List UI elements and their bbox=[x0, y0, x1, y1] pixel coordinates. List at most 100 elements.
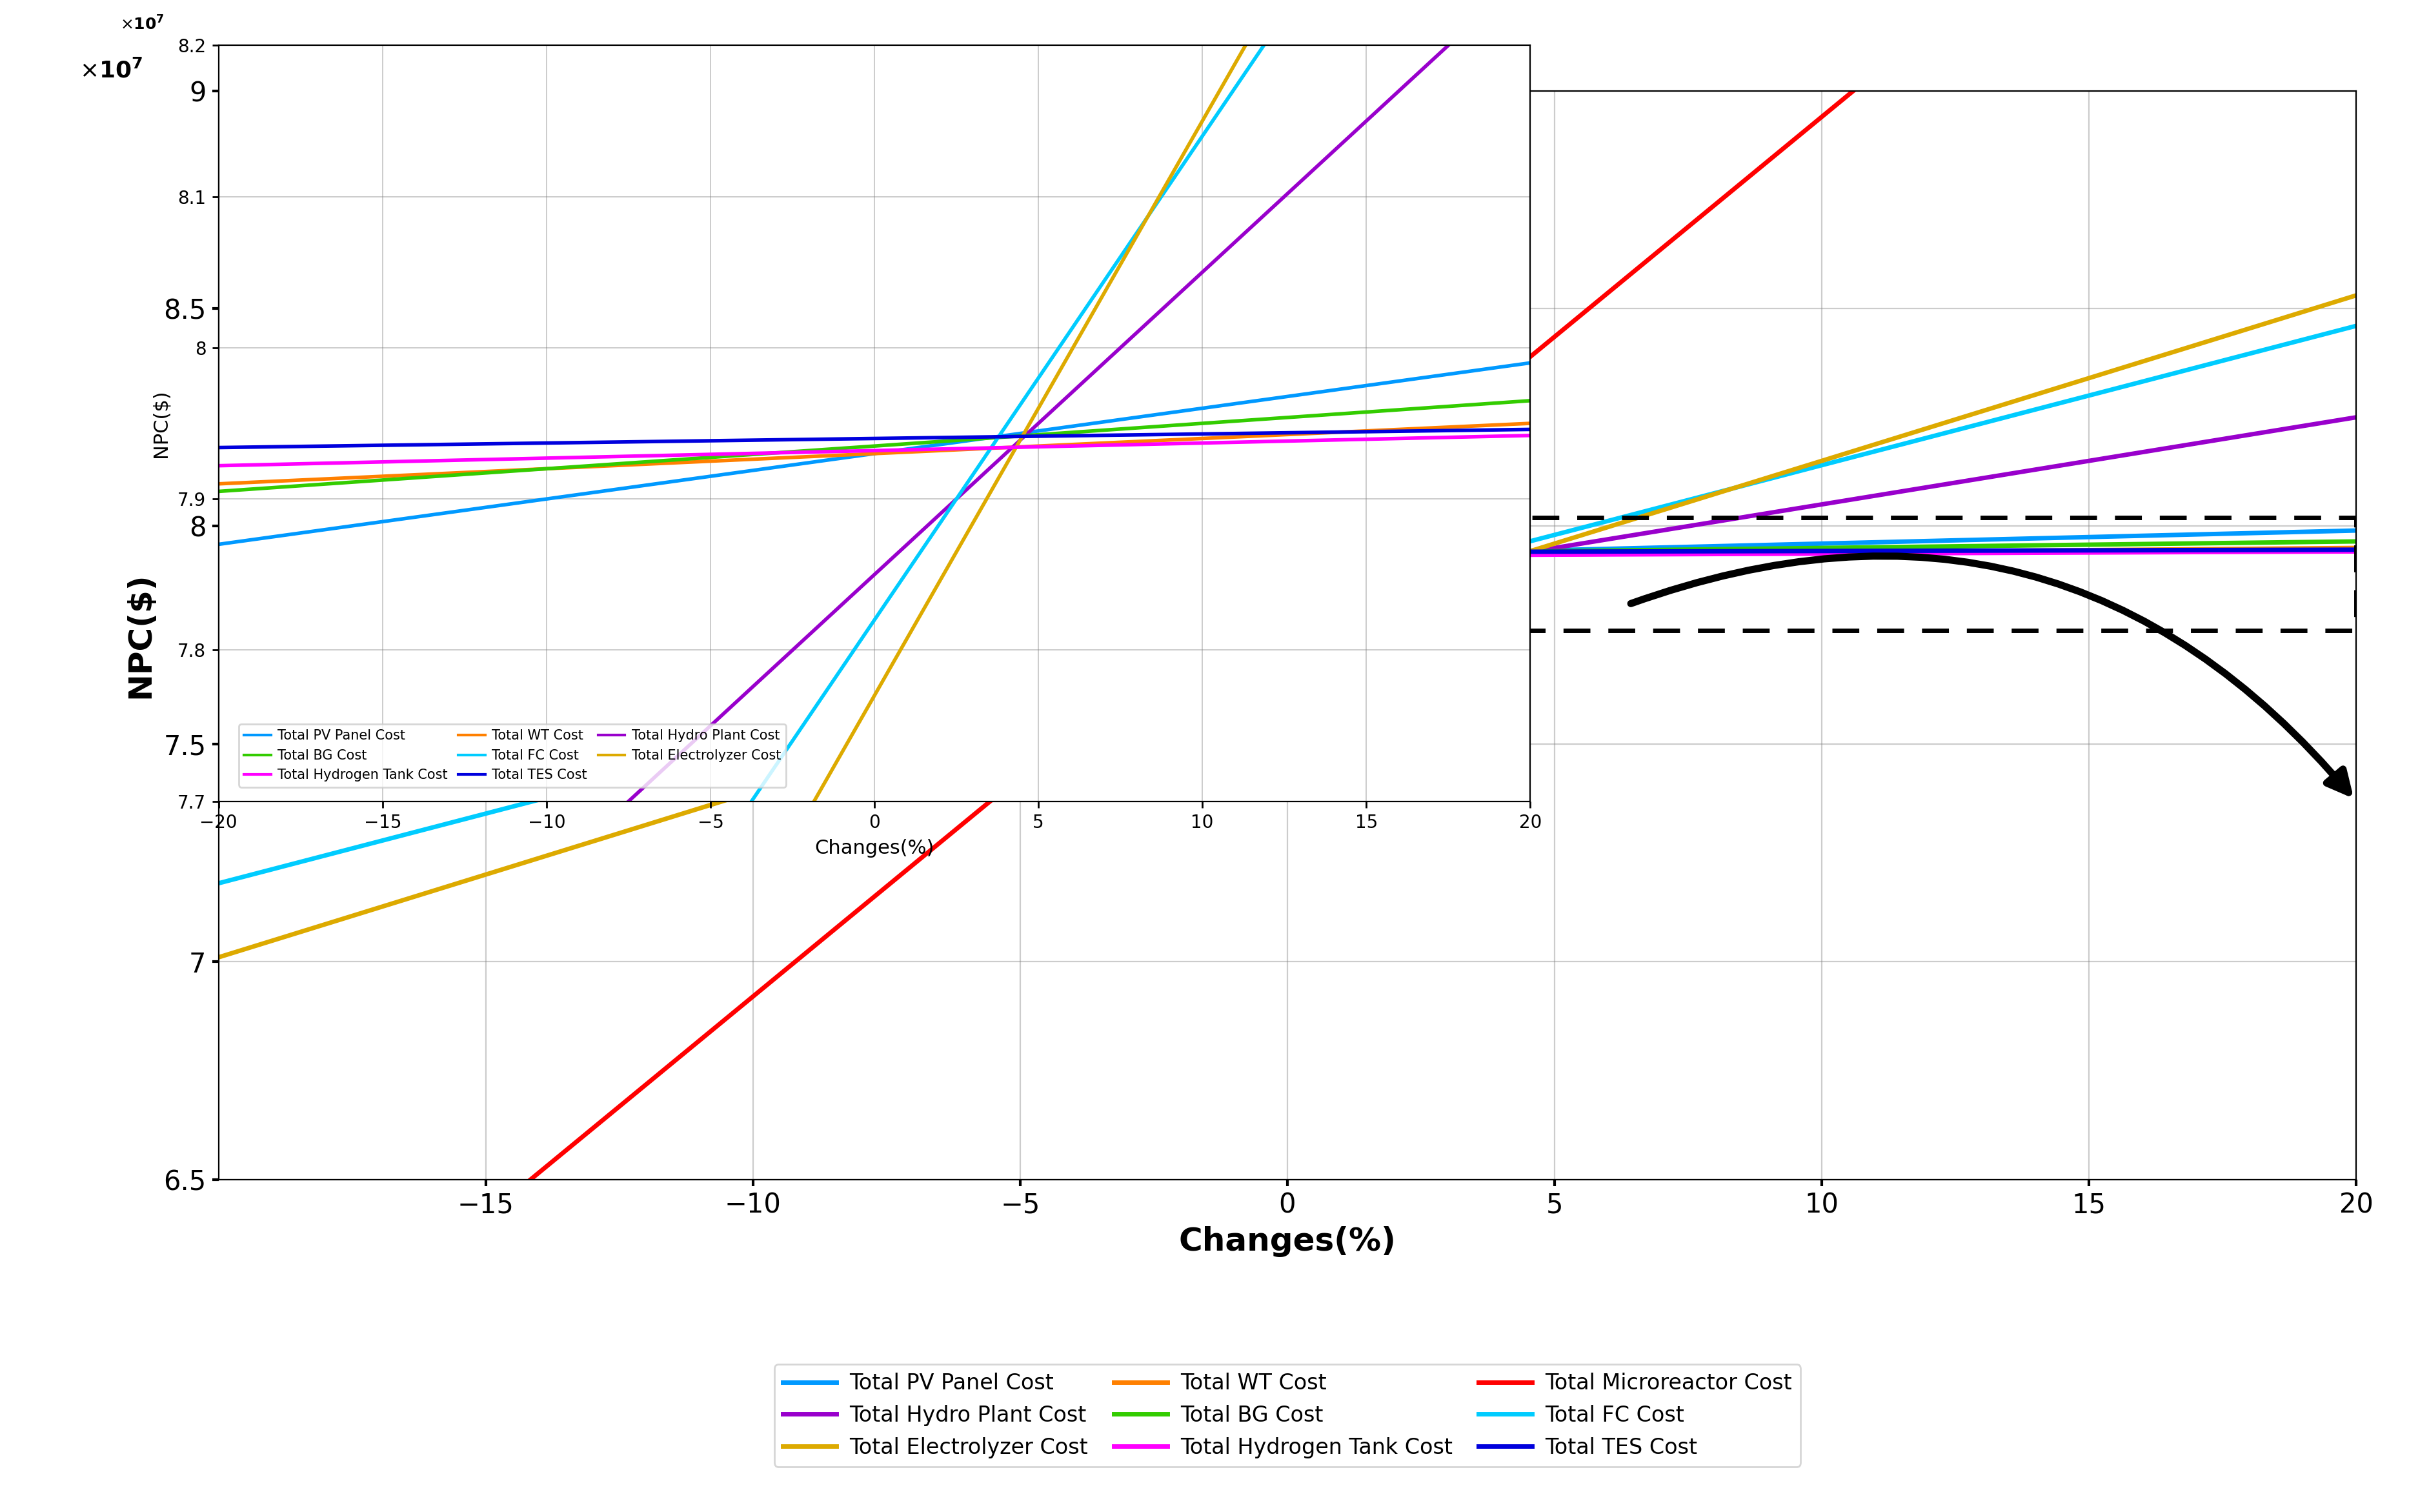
Total PV Panel Cost bbox=[1550, 541, 1579, 559]
Total TES Cost bbox=[204, 546, 233, 564]
Total Hydrogen Tank Cost bbox=[362, 454, 391, 472]
Total FC Cost bbox=[1746, 472, 1776, 490]
Total Electrolyzer Cost bbox=[1151, 177, 1180, 195]
Total Hydro Plant Cost bbox=[462, 715, 491, 733]
Line: Total TES Cost: Total TES Cost bbox=[219, 429, 1530, 448]
Total BG Cost bbox=[1151, 417, 1180, 435]
Total Hydrogen Tank Cost bbox=[632, 446, 661, 464]
Total PV Panel Cost bbox=[632, 476, 661, 494]
Total PV Panel Cost bbox=[724, 463, 753, 481]
Total PV Panel Cost bbox=[462, 567, 491, 585]
Total BG Cost bbox=[1156, 416, 1185, 434]
Total BG Cost bbox=[2342, 532, 2371, 550]
Total Electrolyzer Cost bbox=[204, 948, 233, 966]
Total BG Cost bbox=[204, 482, 233, 500]
Total Hydrogen Tank Cost bbox=[1516, 426, 1545, 445]
Total WT Cost bbox=[1151, 431, 1180, 449]
Total WT Cost bbox=[1049, 549, 1078, 567]
Total TES Cost bbox=[1030, 426, 1059, 445]
Line: Total WT Cost: Total WT Cost bbox=[219, 423, 1530, 484]
Total Hydrogen Tank Cost bbox=[1550, 546, 1579, 564]
Line: Total Hydro Plant Cost: Total Hydro Plant Cost bbox=[219, 417, 2356, 765]
Total BG Cost bbox=[1030, 425, 1059, 443]
Line: Total WT Cost: Total WT Cost bbox=[219, 547, 2356, 565]
Line: Total Electrolyzer Cost: Total Electrolyzer Cost bbox=[219, 0, 1530, 1512]
Total WT Cost bbox=[632, 455, 661, 473]
Total BG Cost bbox=[362, 472, 391, 490]
Total BG Cost bbox=[462, 555, 491, 573]
Total PV Panel Cost bbox=[1049, 553, 1078, 572]
Total TES Cost bbox=[462, 546, 491, 564]
Total PV Panel Cost bbox=[204, 535, 233, 553]
Line: Total BG Cost: Total BG Cost bbox=[219, 401, 1530, 491]
Total Hydrogen Tank Cost bbox=[204, 550, 233, 569]
Legend: Total PV Panel Cost, Total Hydro Plant Cost, Total Electrolyzer Cost, Total WT C: Total PV Panel Cost, Total Hydro Plant C… bbox=[775, 1364, 1800, 1467]
Total Hydrogen Tank Cost bbox=[1746, 544, 1776, 562]
Total WT Cost bbox=[362, 467, 391, 485]
Total Hydrogen Tank Cost bbox=[901, 549, 930, 567]
Total Electrolyzer Cost bbox=[724, 925, 753, 943]
Total WT Cost bbox=[204, 475, 233, 493]
Total Hydro Plant Cost bbox=[362, 1025, 391, 1043]
Total TES Cost bbox=[1759, 541, 1788, 559]
Total Electrolyzer Cost bbox=[2342, 286, 2371, 304]
Line: Total Electrolyzer Cost: Total Electrolyzer Cost bbox=[219, 295, 2356, 957]
Total Hydro Plant Cost bbox=[632, 776, 661, 794]
Line: Total PV Panel Cost: Total PV Panel Cost bbox=[219, 531, 2356, 582]
Total FC Cost bbox=[204, 874, 233, 892]
Total Electrolyzer Cost bbox=[1049, 686, 1078, 705]
Total FC Cost bbox=[462, 807, 491, 826]
Total BG Cost bbox=[1516, 392, 1545, 410]
Total TES Cost bbox=[1049, 544, 1078, 562]
Total WT Cost bbox=[1156, 431, 1185, 449]
Total WT Cost bbox=[901, 550, 930, 569]
Total Microreactor Cost bbox=[204, 1427, 233, 1445]
Total FC Cost bbox=[2342, 318, 2371, 336]
Total PV Panel Cost bbox=[1746, 535, 1776, 553]
Total Electrolyzer Cost bbox=[901, 732, 930, 750]
Total Hydro Plant Cost bbox=[1151, 298, 1180, 316]
Total Microreactor Cost bbox=[901, 854, 930, 872]
Total Hydro Plant Cost bbox=[2342, 408, 2371, 426]
Total Hydro Plant Cost bbox=[724, 691, 753, 709]
Y-axis label: NPC($): NPC($) bbox=[151, 389, 170, 458]
Text: $\times\mathbf{10^7}$: $\times\mathbf{10^7}$ bbox=[119, 17, 165, 33]
Total Hydrogen Tank Cost bbox=[1151, 435, 1180, 454]
Total FC Cost bbox=[724, 812, 753, 830]
Total FC Cost bbox=[1759, 469, 1788, 487]
Total Hydro Plant Cost bbox=[204, 1170, 233, 1188]
Total Hydrogen Tank Cost bbox=[2342, 543, 2371, 561]
Total FC Cost bbox=[1550, 523, 1579, 541]
Line: Total Hydrogen Tank Cost: Total Hydrogen Tank Cost bbox=[219, 435, 1530, 466]
Total TES Cost bbox=[1156, 425, 1185, 443]
Total Microreactor Cost bbox=[1759, 148, 1788, 166]
Total TES Cost bbox=[901, 544, 930, 562]
Total PV Panel Cost bbox=[2342, 522, 2371, 540]
Total Hydro Plant Cost bbox=[1550, 537, 1579, 555]
Total Microreactor Cost bbox=[462, 1216, 491, 1234]
Bar bbox=[219, 517, 2356, 631]
Total WT Cost bbox=[204, 556, 233, 575]
Line: Total Microreactor Cost: Total Microreactor Cost bbox=[219, 0, 2356, 1436]
Total PV Panel Cost bbox=[1759, 535, 1788, 553]
Total FC Cost bbox=[1151, 181, 1180, 200]
Total TES Cost bbox=[724, 431, 753, 449]
Total PV Panel Cost bbox=[1516, 354, 1545, 372]
Y-axis label: NPC($): NPC($) bbox=[124, 572, 155, 699]
Total WT Cost bbox=[1516, 414, 1545, 432]
Line: Total PV Panel Cost: Total PV Panel Cost bbox=[219, 363, 1530, 544]
Total Hydro Plant Cost bbox=[1030, 410, 1059, 428]
Total Hydro Plant Cost bbox=[901, 643, 930, 661]
Total PV Panel Cost bbox=[1151, 404, 1180, 422]
Total Hydrogen Tank Cost bbox=[1049, 547, 1078, 565]
Total FC Cost bbox=[1156, 172, 1185, 191]
Total WT Cost bbox=[1746, 544, 1776, 562]
Total Hydrogen Tank Cost bbox=[204, 457, 233, 475]
Total TES Cost bbox=[1151, 425, 1180, 443]
Total Hydro Plant Cost bbox=[1746, 505, 1776, 523]
Total WT Cost bbox=[1759, 544, 1788, 562]
Line: Total Hydro Plant Cost: Total Hydro Plant Cost bbox=[219, 0, 1530, 1179]
Total TES Cost bbox=[2342, 541, 2371, 559]
Total Hydro Plant Cost bbox=[1759, 503, 1788, 522]
Total TES Cost bbox=[362, 437, 391, 455]
